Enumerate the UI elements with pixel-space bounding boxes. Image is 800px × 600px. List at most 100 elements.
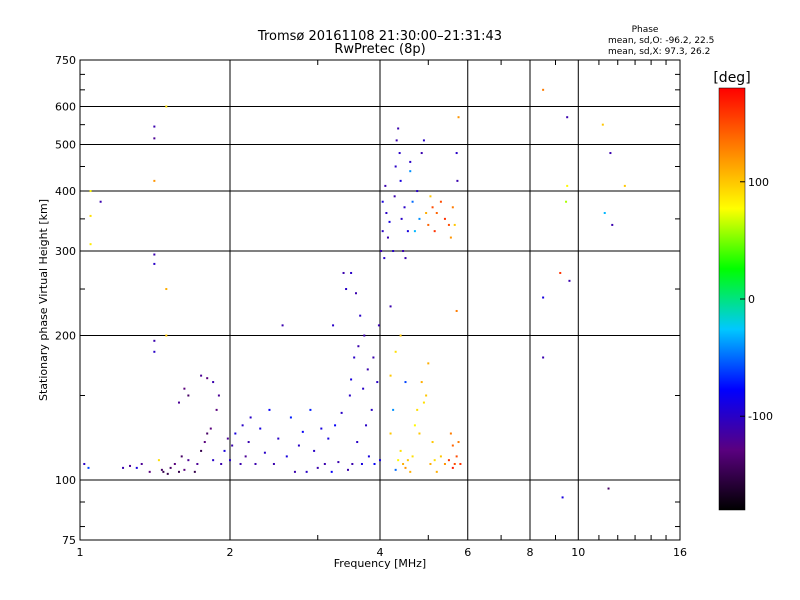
data-point <box>231 444 234 447</box>
data-point <box>342 271 345 274</box>
data-point <box>223 449 226 452</box>
data-point <box>386 236 389 239</box>
data-point <box>561 496 564 499</box>
data-point <box>372 356 375 359</box>
y-tick-label: 600 <box>55 101 76 114</box>
data-point <box>196 462 199 465</box>
y-tick-label: 500 <box>55 139 76 152</box>
data-point <box>157 459 160 462</box>
data-point <box>404 381 407 384</box>
data-point <box>455 152 458 155</box>
data-point <box>370 408 373 411</box>
data-point <box>416 190 419 193</box>
data-point <box>431 441 434 444</box>
data-point <box>397 459 400 462</box>
data-point <box>404 257 407 260</box>
data-point <box>399 179 402 182</box>
data-point <box>354 292 357 295</box>
y-tick-label: 400 <box>55 185 76 198</box>
data-point <box>332 324 335 327</box>
data-point <box>402 462 405 465</box>
data-point <box>435 212 438 215</box>
data-point <box>449 432 452 435</box>
data-point <box>327 437 330 440</box>
data-point <box>459 462 462 465</box>
data-point <box>559 271 562 274</box>
data-point <box>394 165 397 168</box>
data-point <box>566 116 569 119</box>
data-point <box>323 462 326 465</box>
data-point <box>247 441 250 444</box>
x-tick-label: 2 <box>227 546 234 559</box>
data-point <box>289 416 292 419</box>
data-point <box>153 262 156 265</box>
data-point <box>380 250 383 253</box>
data-point <box>153 350 156 353</box>
data-point <box>346 468 349 471</box>
y-axis-label: Stationary phase Virtual Height [km] <box>37 199 50 401</box>
data-point <box>447 223 450 226</box>
data-point <box>389 305 392 308</box>
data-point <box>443 462 446 465</box>
x-axis-label: Frequency [MHz] <box>334 557 426 570</box>
data-point <box>456 179 459 182</box>
data-point <box>153 179 156 182</box>
data-point <box>99 200 102 203</box>
data-point <box>350 271 353 274</box>
data-point <box>542 356 545 359</box>
data-point <box>389 374 392 377</box>
data-point <box>392 250 395 253</box>
data-point <box>609 152 612 155</box>
data-point <box>217 394 220 397</box>
data-point <box>381 200 384 203</box>
data-point <box>259 427 262 430</box>
data-point <box>173 462 176 465</box>
data-point <box>566 184 569 187</box>
data-point <box>623 184 626 187</box>
data-point <box>356 441 359 444</box>
data-point <box>160 468 163 471</box>
data-point <box>366 368 369 371</box>
plot-frame <box>79 59 681 541</box>
data-point <box>226 437 229 440</box>
phase-stats-heading: Phase <box>632 25 659 35</box>
data-point <box>418 217 421 220</box>
data-point <box>244 455 247 458</box>
colorbar-tick-label: 0 <box>748 293 755 306</box>
data-point <box>455 455 458 458</box>
data-point <box>429 462 432 465</box>
data-point <box>422 139 425 142</box>
y-tick-label: 750 <box>55 54 76 67</box>
data-point <box>293 470 296 473</box>
data-point <box>403 206 406 209</box>
data-point <box>451 206 454 209</box>
data-point <box>455 309 458 312</box>
data-point <box>330 470 333 473</box>
data-point <box>451 466 454 469</box>
data-point <box>353 356 356 359</box>
data-point <box>360 462 363 465</box>
data-point <box>394 468 397 471</box>
data-point <box>200 374 203 377</box>
data-point <box>277 437 280 440</box>
data-point <box>165 288 168 291</box>
data-point <box>206 432 209 435</box>
data-point <box>340 411 343 414</box>
data-point <box>439 455 442 458</box>
data-point <box>429 195 432 198</box>
data-point <box>439 200 442 203</box>
data-point <box>457 116 460 119</box>
data-point <box>320 427 323 430</box>
data-point <box>413 424 416 427</box>
data-point <box>87 466 90 469</box>
data-point <box>334 424 337 427</box>
data-point <box>183 387 186 390</box>
data-point <box>542 296 545 299</box>
data-point <box>384 184 387 187</box>
data-point <box>348 394 351 397</box>
data-point <box>301 430 304 433</box>
data-point <box>565 200 568 203</box>
data-point <box>313 449 316 452</box>
data-point <box>187 459 190 462</box>
